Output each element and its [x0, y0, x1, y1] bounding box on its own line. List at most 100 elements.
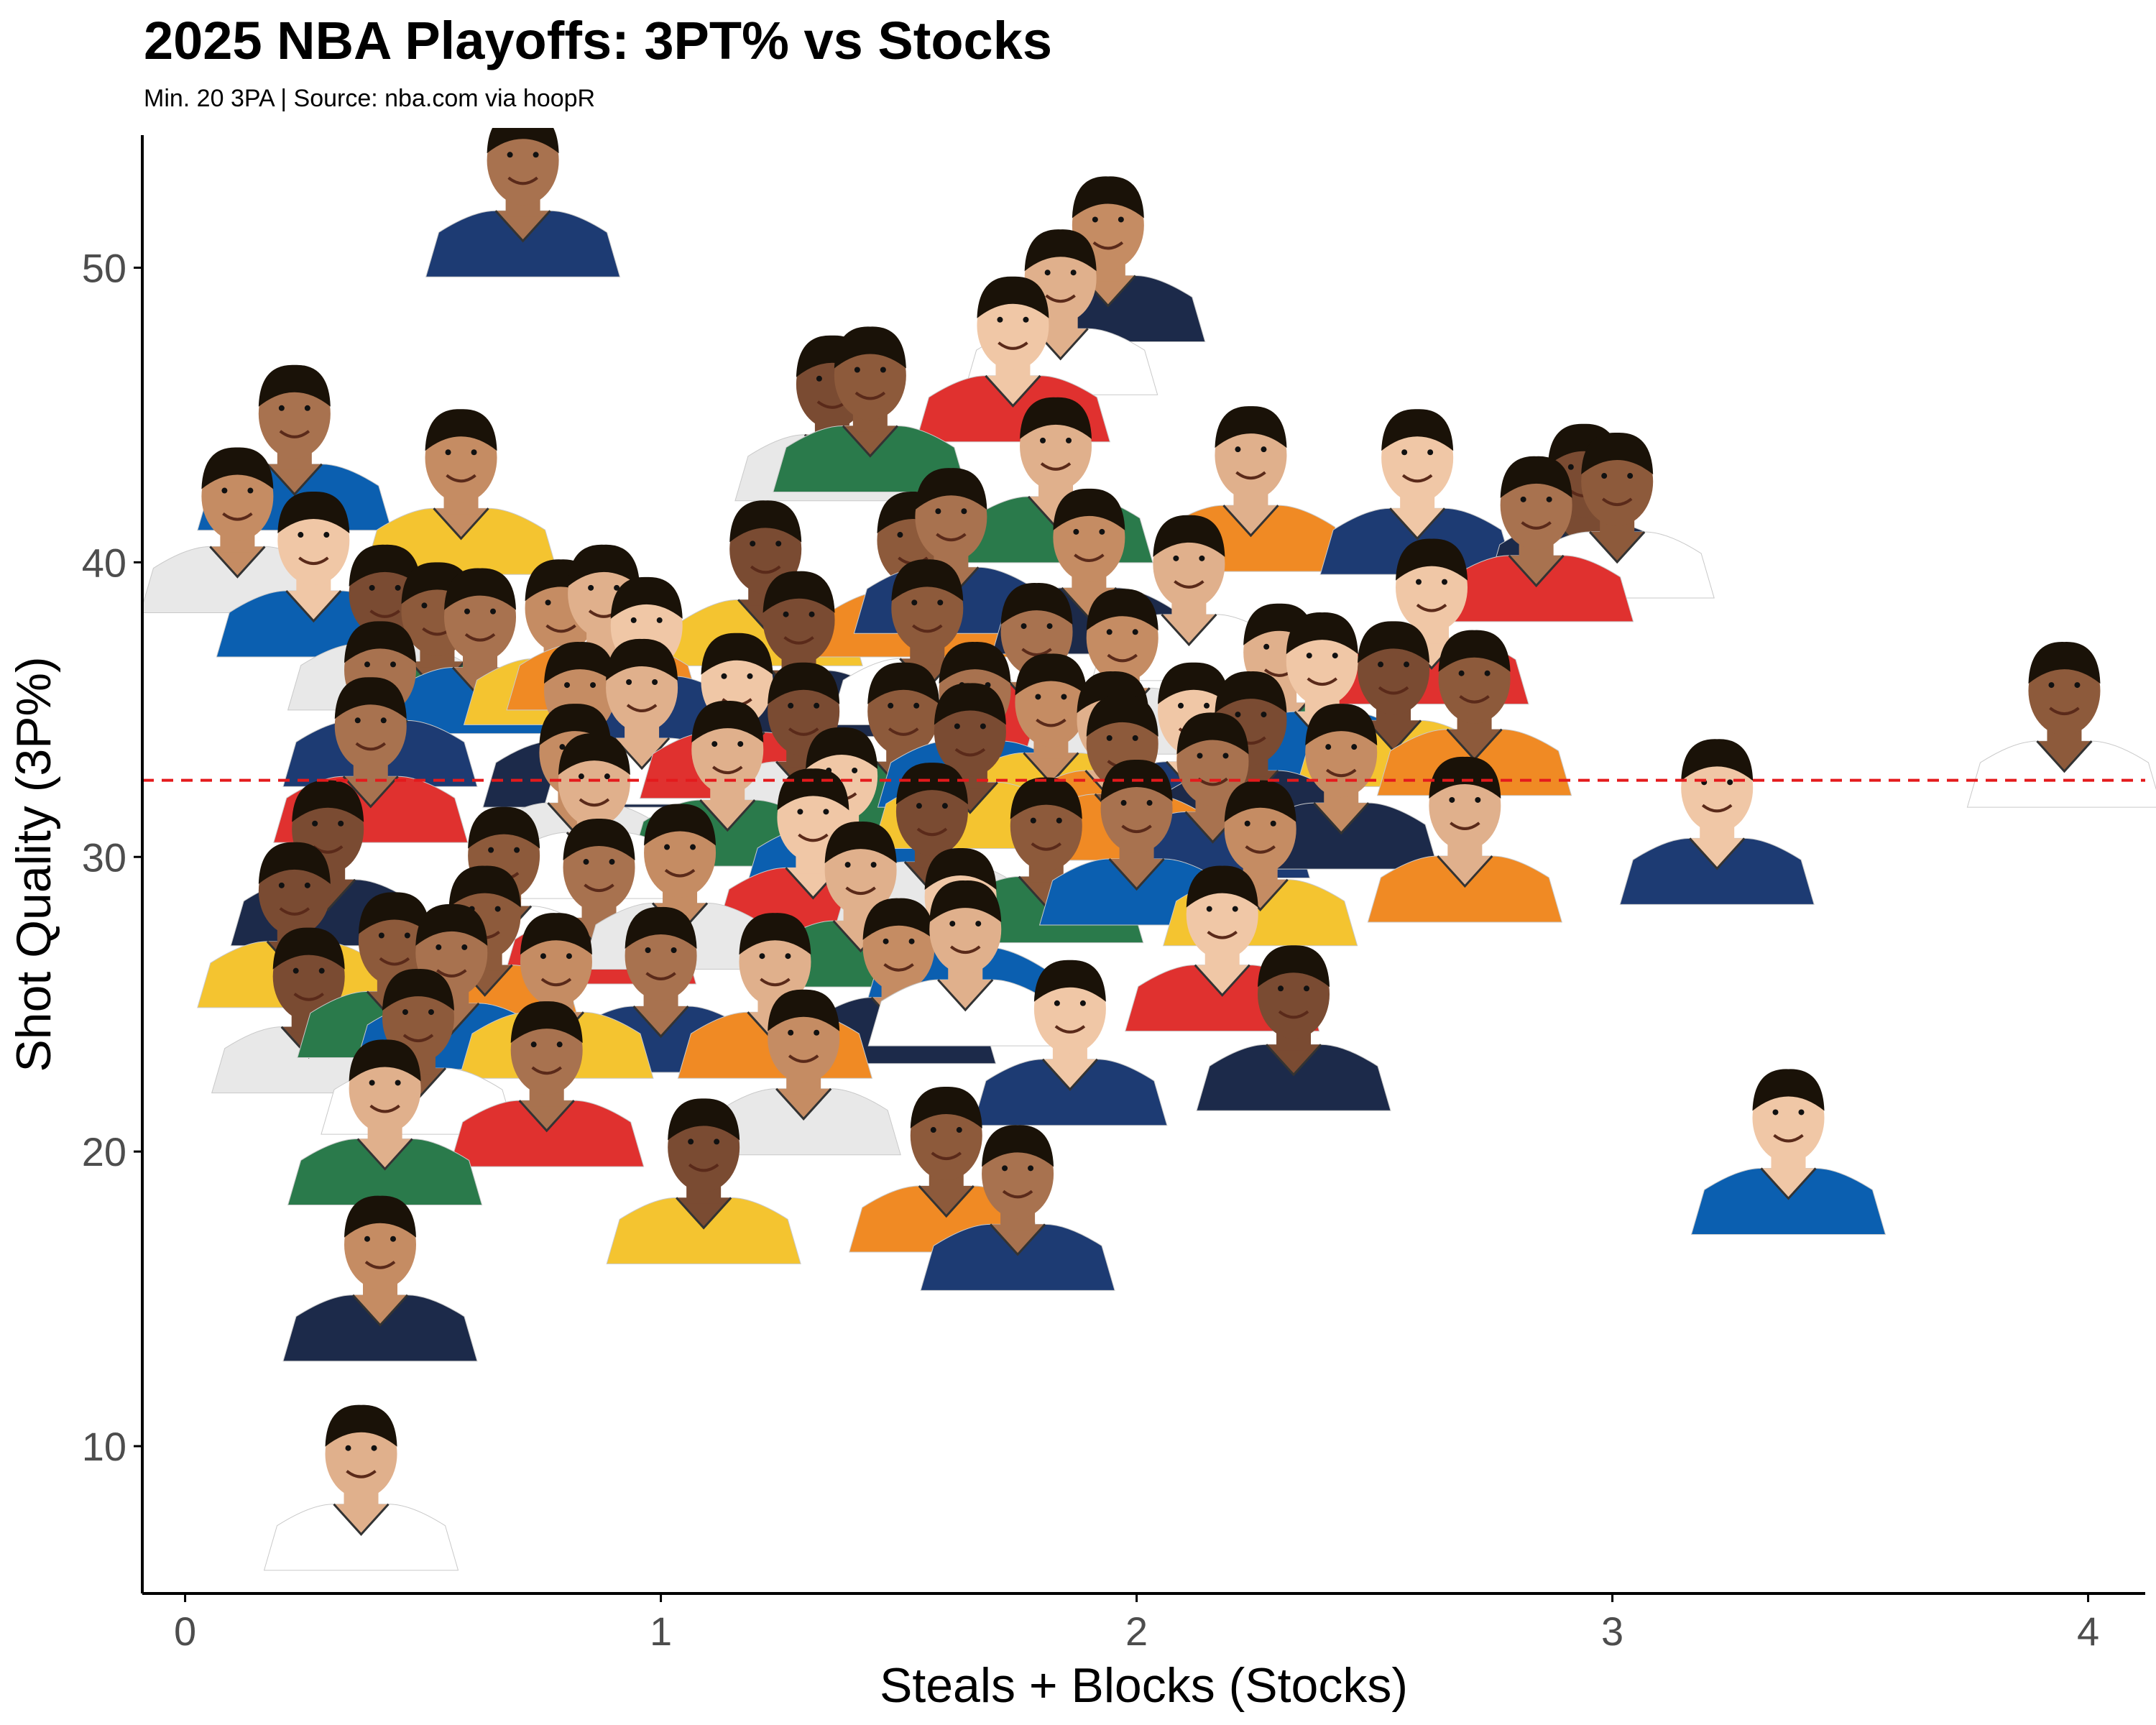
- hair-shape: [563, 818, 635, 861]
- hair-shape: [625, 906, 697, 949]
- smile-shape: [888, 727, 919, 736]
- eye-shape: [930, 1127, 936, 1133]
- y-axis-title: Shot Quality (3P%): [6, 656, 61, 1072]
- data-point-headshot: [1438, 456, 1634, 622]
- eye-shape: [304, 882, 310, 888]
- eye-shape: [823, 809, 829, 815]
- collar-shape: [1389, 507, 1446, 540]
- eye-shape: [1244, 820, 1250, 827]
- collar-shape: [356, 1138, 413, 1171]
- data-point-headshot: [773, 326, 968, 492]
- eye-shape: [1798, 1109, 1805, 1116]
- eye-shape: [949, 921, 956, 927]
- eye-shape: [338, 820, 344, 827]
- hair-shape: [1010, 777, 1082, 819]
- eye-shape: [604, 773, 610, 780]
- smile-shape: [545, 624, 576, 633]
- eye-shape: [318, 967, 325, 974]
- eye-shape: [1073, 528, 1079, 535]
- hair-shape: [1000, 583, 1073, 625]
- eye-shape: [626, 678, 632, 685]
- hair-shape: [1158, 662, 1230, 704]
- eye-shape: [1146, 800, 1153, 806]
- data-point-headshot: [142, 447, 336, 614]
- eye-shape: [935, 508, 941, 515]
- collar-shape: [699, 799, 756, 832]
- eye-shape: [402, 1009, 408, 1016]
- eye-shape: [1204, 702, 1210, 709]
- eye-shape: [1278, 985, 1284, 992]
- eye-shape: [559, 744, 566, 750]
- hair-shape: [768, 662, 840, 704]
- smile-shape: [579, 798, 610, 807]
- eye-shape: [461, 944, 468, 950]
- eye-shape: [1442, 579, 1448, 585]
- eye-shape: [1627, 473, 1634, 479]
- smile-shape: [788, 727, 819, 736]
- collar-shape: [1760, 1167, 1817, 1200]
- eye-shape: [1475, 796, 1481, 803]
- data-point-layer: [142, 128, 2156, 1571]
- eye-shape: [671, 947, 677, 953]
- hair-shape: [277, 491, 350, 534]
- hair-shape: [1224, 780, 1296, 822]
- hair-shape: [1215, 406, 1287, 448]
- eye-shape: [371, 1445, 377, 1451]
- eye-shape: [390, 661, 396, 668]
- collar-shape: [494, 210, 551, 243]
- eye-shape: [1079, 1000, 1086, 1006]
- data-point-headshot: [606, 1098, 801, 1264]
- smile-shape: [912, 624, 943, 633]
- eye-shape: [937, 599, 944, 606]
- collar-shape: [1437, 855, 1493, 888]
- hair-shape: [1500, 456, 1572, 498]
- hair-shape: [444, 568, 517, 610]
- y-tick-label: 50: [82, 245, 126, 290]
- eye-shape: [913, 702, 920, 709]
- eye-shape: [1132, 735, 1138, 741]
- eye-shape: [278, 882, 285, 888]
- eye-shape: [1263, 643, 1270, 650]
- eye-shape: [645, 947, 651, 953]
- eye-shape: [1222, 753, 1229, 759]
- eye-shape: [390, 1236, 396, 1242]
- smile-shape: [1459, 695, 1490, 704]
- collar-shape: [2036, 740, 2093, 773]
- eye-shape: [759, 953, 765, 960]
- hair-shape: [272, 927, 345, 970]
- smile-shape: [1450, 822, 1480, 830]
- hair-shape: [806, 727, 878, 769]
- eye-shape: [2048, 682, 2055, 689]
- smile-shape: [950, 945, 981, 954]
- eye-shape: [652, 678, 658, 685]
- hair-shape: [891, 559, 964, 602]
- eye-shape: [788, 702, 794, 709]
- x-tick-label: 3: [1601, 1609, 1623, 1654]
- collar-shape: [266, 463, 323, 497]
- smile-shape: [626, 704, 658, 712]
- eye-shape: [630, 617, 637, 623]
- eye-shape: [1458, 670, 1465, 676]
- eye-shape: [814, 1029, 820, 1036]
- smile-shape: [954, 748, 986, 757]
- smile-shape: [1036, 718, 1067, 727]
- eye-shape: [961, 508, 967, 515]
- hair-shape: [768, 989, 840, 1031]
- eye-shape: [911, 599, 918, 606]
- hair-shape: [1086, 694, 1158, 737]
- hair-shape: [1086, 589, 1158, 631]
- hair-shape: [358, 892, 430, 934]
- eye-shape: [369, 584, 375, 591]
- eye-shape: [788, 1029, 794, 1036]
- eye-shape: [1261, 446, 1267, 453]
- data-point-headshot: [1966, 642, 2156, 808]
- collar-shape: [433, 507, 489, 540]
- data-point-headshot: [1367, 756, 1563, 923]
- smile-shape: [1002, 1190, 1033, 1199]
- x-tick-label: 4: [2077, 1609, 2099, 1654]
- collar-shape: [1589, 531, 1646, 564]
- smile-shape: [1378, 686, 1409, 695]
- eye-shape: [345, 1445, 351, 1451]
- eye-shape: [247, 487, 254, 494]
